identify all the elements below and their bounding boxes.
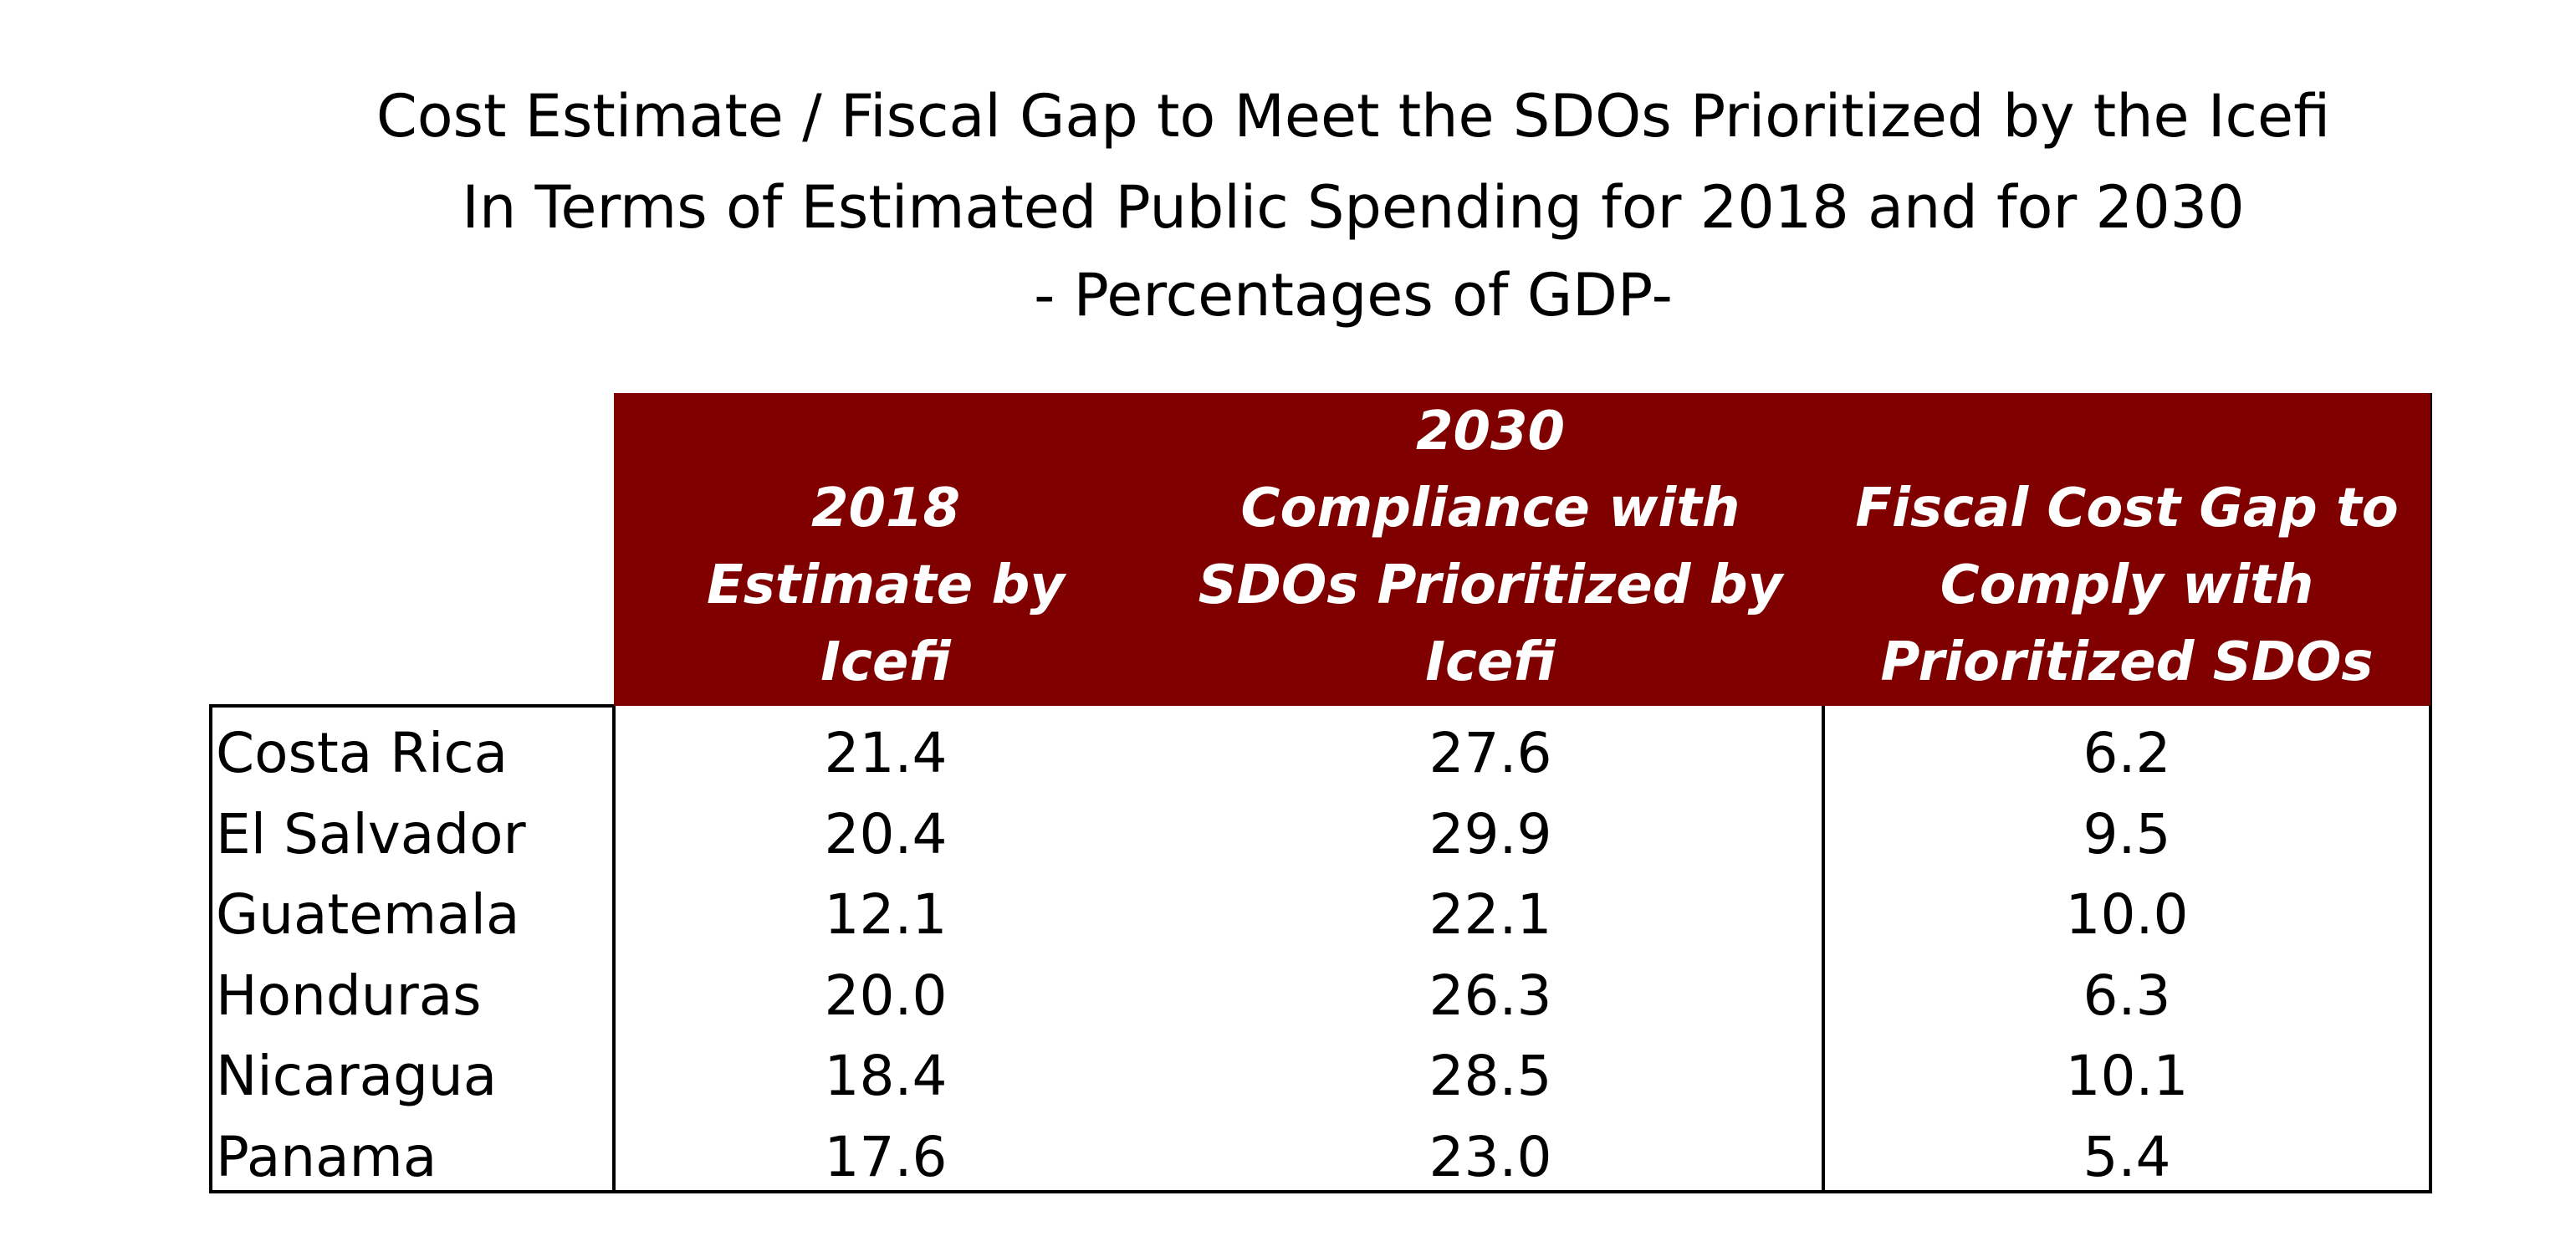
header-text: Comply with <box>1940 554 2314 616</box>
border <box>1822 704 1825 1193</box>
cell-value: 27.6 <box>1429 721 1552 785</box>
header-cell: 2018 Estimate by Icefi <box>614 393 1158 706</box>
header-text: Fiscal Cost Gap to <box>1855 478 2399 539</box>
border <box>209 1190 2432 1193</box>
cell-value: 23.0 <box>1429 1124 1552 1189</box>
title-line: Cost Estimate / Fiscal Gap to Meet the S… <box>376 82 2331 151</box>
header-text: Icefi <box>820 631 951 693</box>
header-text: Estimate by <box>706 554 1066 616</box>
title-line: In Terms of Estimated Public Spending fo… <box>462 173 2245 242</box>
border <box>209 704 616 708</box>
cell-value: 20.4 <box>824 801 948 866</box>
cell-value: 17.6 <box>824 1124 948 1189</box>
cell-value: 22.1 <box>1429 882 1552 947</box>
border <box>612 704 616 1193</box>
row-label: Nicaragua <box>216 1044 498 1108</box>
header-text: 2018 <box>810 478 961 539</box>
cell-value: 20.0 <box>824 963 948 1028</box>
header-text: SDOs Prioritized by <box>1198 554 1783 616</box>
cell-value: 10.0 <box>2065 882 2189 947</box>
cell-value: 6.3 <box>2083 963 2171 1028</box>
cell-value: 10.1 <box>2065 1044 2189 1108</box>
cell-value: 18.4 <box>824 1044 948 1108</box>
row-label: Guatemala <box>216 882 520 947</box>
cell-value: 5.4 <box>2083 1124 2171 1189</box>
cell-value: 21.4 <box>824 721 948 785</box>
header-text: Compliance with <box>1240 478 1740 539</box>
row-label: Honduras <box>216 963 482 1028</box>
row-label: Panama <box>216 1124 437 1189</box>
border <box>2429 393 2432 1193</box>
cell-value: 29.9 <box>1429 801 1552 866</box>
header-text: 2030 <box>1415 401 1566 462</box>
header-text: Icefi <box>1425 631 1556 693</box>
header-text: Prioritized SDOs <box>1880 631 2374 693</box>
cell-value: 12.1 <box>824 882 948 947</box>
header-cell: Fiscal Cost Gap to Comply with Prioritized… <box>1823 393 2430 706</box>
cell-value: 9.5 <box>2083 801 2171 866</box>
cell-value: 28.5 <box>1429 1044 1552 1108</box>
cell-value: 26.3 <box>1429 963 1552 1028</box>
border <box>209 704 212 1193</box>
cell-value: 6.2 <box>2083 721 2171 785</box>
row-label: Costa Rica <box>216 721 509 785</box>
header-cell: 2030 Compliance with SDOs Prioritized by Ic… <box>1158 393 1823 706</box>
row-label: El Salvador <box>216 801 526 866</box>
title-line: - Percentages of GDP- <box>1034 261 1673 330</box>
